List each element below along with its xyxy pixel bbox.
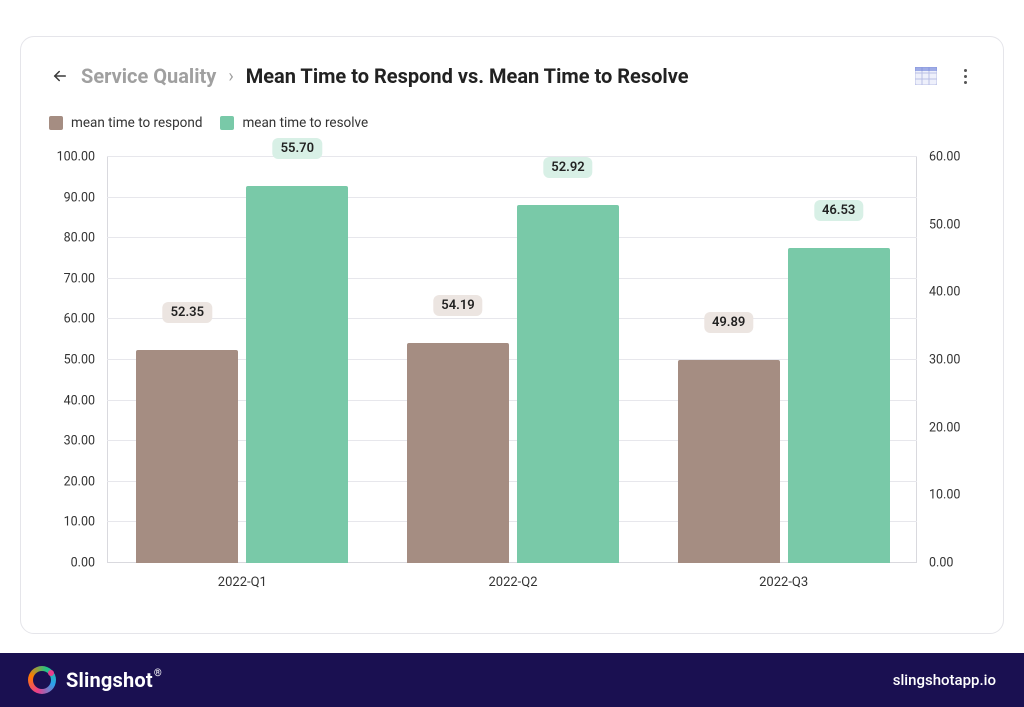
back-arrow-icon[interactable]	[49, 65, 71, 87]
bar-value-label: 46.53	[814, 200, 863, 221]
y-tick-label: 0.00	[49, 556, 103, 571]
y-tick-label: 70.00	[49, 271, 103, 286]
y-tick-label: 80.00	[49, 231, 103, 246]
bar-value-label: 54.19	[433, 295, 482, 316]
brand-logo-group: Slingshot®	[28, 666, 162, 694]
y-tick-label: 20.00	[49, 474, 103, 489]
bar[interactable]	[788, 248, 890, 563]
breadcrumb-separator: ›	[228, 66, 233, 87]
y-tick-label: 40.00	[49, 393, 103, 408]
y-tick-label: 60.00	[921, 150, 975, 165]
y-axis-left: 100.0090.0080.0070.0060.0050.0040.0030.0…	[49, 157, 103, 563]
bar[interactable]	[246, 186, 348, 563]
y-tick-label: 100.00	[49, 150, 103, 165]
bar[interactable]	[678, 360, 780, 563]
axis-line-right	[916, 157, 917, 563]
legend-swatch	[49, 116, 63, 130]
x-tick-label: 2022-Q2	[488, 575, 537, 590]
legend-swatch	[220, 116, 234, 130]
y-tick-label: 10.00	[49, 515, 103, 530]
y-tick-label: 40.00	[921, 285, 975, 300]
bar-value-label: 55.70	[273, 138, 322, 159]
table-view-icon[interactable]	[915, 67, 937, 85]
x-tick-label: 2022-Q3	[759, 575, 808, 590]
page-title: Mean Time to Respond vs. Mean Time to Re…	[246, 64, 689, 88]
brand-footer: Slingshot® slingshotapp.io	[0, 653, 1024, 707]
more-options-icon[interactable]	[955, 66, 975, 86]
chart-legend: mean time to respond mean time to resolve	[49, 115, 975, 131]
y-tick-label: 50.00	[921, 217, 975, 232]
chart-card: Service Quality › Mean Time to Respond v…	[20, 36, 1004, 634]
legend-item[interactable]: mean time to resolve	[220, 115, 368, 131]
legend-label: mean time to respond	[71, 115, 202, 131]
chart-plot: 52.3555.7054.1952.9249.8946.53	[107, 157, 917, 563]
y-tick-label: 30.00	[49, 434, 103, 449]
gridline	[107, 237, 917, 238]
chart-area: 100.00 90.00 80.00 70.00 60.00 50.00 40.00 30.0…	[49, 149, 975, 599]
brand-name: Slingshot	[66, 668, 153, 692]
y-tick-label: 30.00	[921, 353, 975, 368]
bar-value-label: 52.35	[163, 302, 212, 323]
y-tick-label: 20.00	[921, 420, 975, 435]
gridline	[107, 156, 917, 157]
y-tick-label: 0.00	[921, 556, 975, 571]
brand-logo-icon	[28, 666, 56, 694]
bar[interactable]	[407, 343, 509, 563]
bar-value-label: 52.92	[543, 157, 592, 178]
y-tick-label: 10.00	[921, 488, 975, 503]
legend-label: mean time to resolve	[242, 115, 368, 131]
bar-value-label: 49.89	[704, 312, 753, 333]
axis-line-left	[107, 157, 108, 563]
trademark-symbol: ®	[154, 668, 162, 679]
y-tick-label: 60.00	[49, 312, 103, 327]
y-tick-label: 50.00	[49, 353, 103, 368]
y-axis-right: 60.0050.0040.0030.0020.0010.000.00	[921, 157, 975, 563]
breadcrumb-parent[interactable]: Service Quality	[81, 64, 216, 88]
bar[interactable]	[136, 350, 238, 563]
bar[interactable]	[517, 205, 619, 563]
y-tick-label: 90.00	[49, 190, 103, 205]
legend-item[interactable]: mean time to respond	[49, 115, 202, 131]
brand-url: slingshotapp.io	[893, 671, 996, 689]
gridline	[107, 197, 917, 198]
card-header: Service Quality › Mean Time to Respond v…	[49, 59, 975, 93]
x-tick-label: 2022-Q1	[218, 575, 267, 590]
x-axis-labels: 2022-Q1 2022-Q2 2022-Q3	[107, 569, 917, 599]
